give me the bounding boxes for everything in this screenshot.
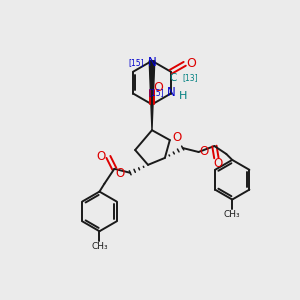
Text: CH₃: CH₃ <box>91 242 108 250</box>
Text: O: O <box>153 81 163 94</box>
Text: N: N <box>167 86 175 99</box>
Text: O: O <box>97 150 106 164</box>
Text: [15]: [15] <box>128 58 144 67</box>
Text: O: O <box>172 130 182 144</box>
Text: [15]: [15] <box>148 88 164 97</box>
Text: O: O <box>214 158 223 170</box>
Text: N: N <box>148 56 156 69</box>
Text: C: C <box>169 73 176 83</box>
Text: H: H <box>179 91 187 100</box>
Text: O: O <box>187 57 196 70</box>
Text: O: O <box>200 146 209 158</box>
Text: CH₃: CH₃ <box>224 210 241 219</box>
Polygon shape <box>149 61 155 130</box>
Text: O: O <box>115 167 124 180</box>
Text: [13]: [13] <box>183 73 198 82</box>
